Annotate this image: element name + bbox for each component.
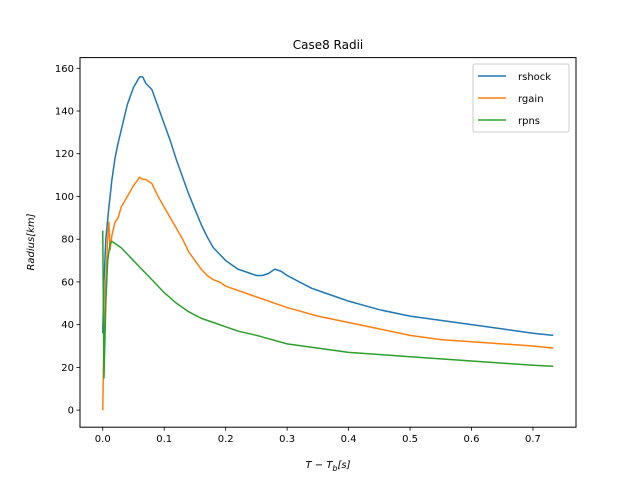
series-line-rpns: [101, 230, 554, 379]
legend-label-rpns: rpns: [518, 116, 540, 127]
y-tick-label: 80: [61, 235, 74, 246]
x-axis-label-subscript: b: [332, 464, 337, 473]
y-tick-label: 60: [61, 277, 74, 288]
x-tick-label: 0.6: [464, 434, 480, 445]
legend: rshock rgain rpns: [472, 63, 570, 133]
x-axis-label: T − Tb[s]: [305, 460, 350, 473]
x-tick-label: 0.5: [402, 434, 418, 445]
y-axis-label: Radius[km]: [26, 213, 37, 270]
legend-box: [472, 63, 570, 133]
x-tick-label: 0.7: [525, 434, 541, 445]
y-tick-label: 120: [55, 149, 74, 160]
x-tick-label: 0.1: [156, 434, 172, 445]
x-tick-label: 0.4: [341, 434, 357, 445]
x-tick-label: 0.2: [218, 434, 234, 445]
series-line-rshock: [101, 76, 554, 337]
x-tick-label: 0.0: [95, 434, 111, 445]
y-axis: 0 20 40 60 80 100 120 140 160: [55, 64, 80, 417]
chart-title: Case8 Radii: [293, 38, 364, 52]
plot-area: [101, 76, 554, 411]
x-axis-label-suffix: [s]: [338, 460, 351, 471]
y-tick-label: 0: [68, 406, 74, 417]
y-tick-label: 140: [55, 107, 74, 118]
y-tick-label: 40: [61, 320, 74, 331]
x-axis: 0.0 0.1 0.2 0.3 0.4 0.5 0.6 0.7: [95, 427, 541, 445]
legend-label-rgain: rgain: [518, 94, 544, 105]
y-tick-label: 160: [55, 64, 74, 75]
y-tick-label: 20: [61, 363, 74, 374]
axes-frame: [79, 57, 577, 428]
x-axis-label-main: T − T: [305, 460, 333, 471]
y-tick-label: 100: [55, 192, 74, 203]
series-line-rgain: [101, 176, 554, 411]
legend-label-rshock: rshock: [518, 72, 551, 83]
x-tick-label: 0.3: [279, 434, 295, 445]
